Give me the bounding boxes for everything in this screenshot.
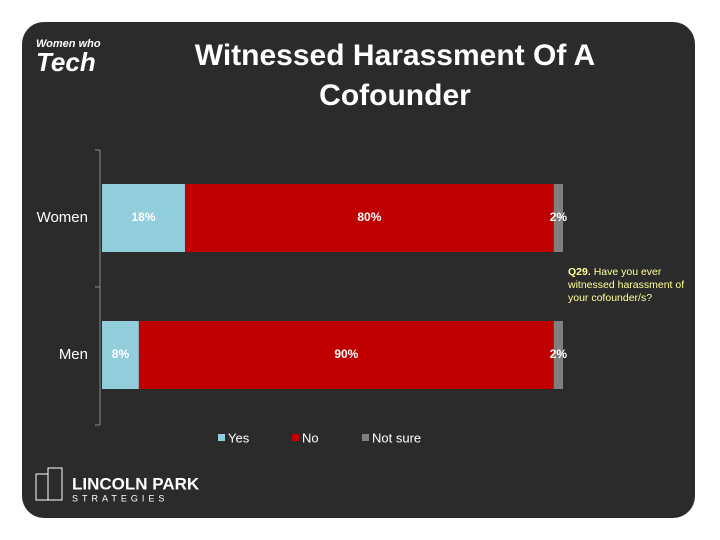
logo-text: Tech bbox=[36, 47, 96, 77]
annotation-text: Have you ever witnessed harassment of yo… bbox=[568, 266, 685, 304]
bar-segment bbox=[102, 184, 185, 252]
annotation: Q29. Have you ever witnessed harassment … bbox=[568, 266, 690, 305]
logo-icon bbox=[35, 473, 49, 501]
legend-swatch bbox=[362, 434, 369, 441]
chart-title: Witnessed Harassment Of A Cofounder bbox=[194, 39, 596, 112]
bar-segment bbox=[553, 321, 563, 389]
bar-segment bbox=[138, 321, 554, 389]
logo-text: LINCOLN PARK bbox=[72, 474, 200, 493]
bar-segment bbox=[184, 184, 554, 252]
data-label: 2% bbox=[550, 347, 568, 361]
legend-label: No bbox=[302, 430, 319, 445]
data-label: 18% bbox=[131, 210, 155, 224]
bar-segment bbox=[553, 184, 563, 252]
data-label: 8% bbox=[112, 347, 130, 361]
data-label: 90% bbox=[334, 347, 358, 361]
category-label: Women bbox=[37, 209, 88, 226]
logo-icon bbox=[47, 467, 63, 501]
data-label: 80% bbox=[357, 210, 381, 224]
annotation-label: Q29. bbox=[568, 266, 591, 278]
category-label: Men bbox=[59, 346, 88, 363]
legend-label: Yes bbox=[228, 430, 250, 445]
logo-text: STRATEGIES bbox=[72, 493, 168, 503]
legend-label: Not sure bbox=[372, 430, 421, 445]
legend-swatch bbox=[292, 434, 299, 441]
bar-segment bbox=[102, 321, 139, 389]
data-label: 2% bbox=[550, 210, 568, 224]
legend-swatch bbox=[218, 434, 225, 441]
logo-text: Women who bbox=[36, 38, 101, 50]
panel bbox=[22, 22, 695, 518]
